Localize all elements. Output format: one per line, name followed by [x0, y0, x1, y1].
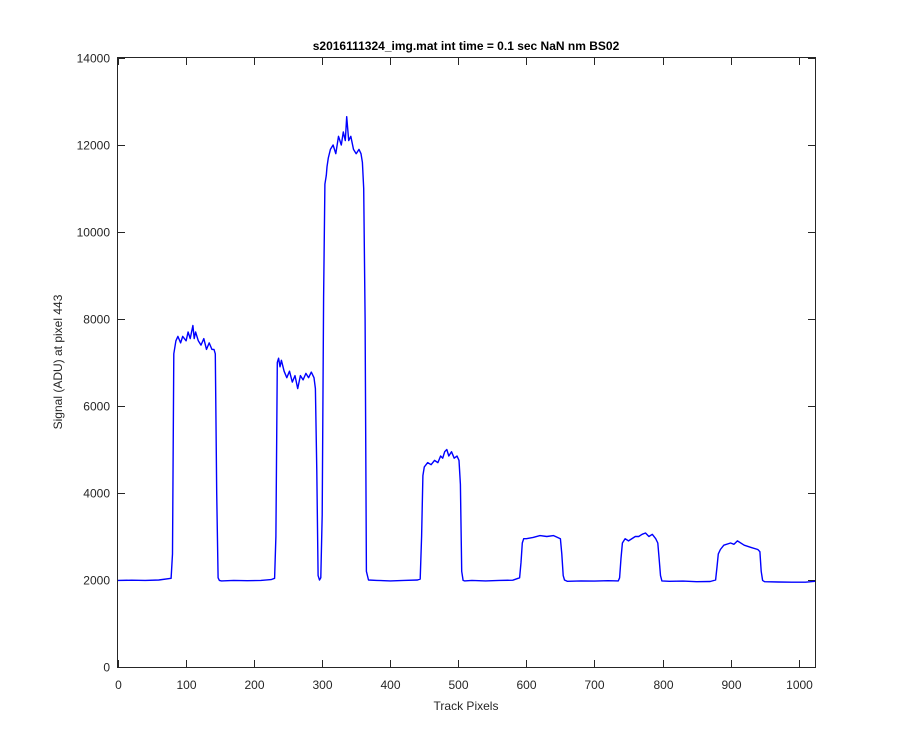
- x-tick-label: 0: [115, 678, 122, 692]
- y-tick-label: 2000: [83, 574, 110, 588]
- signal-series-line: [117, 115, 816, 583]
- y-tick-label: 8000: [83, 313, 110, 327]
- chart-title: s2016111324_img.mat int time = 0.1 sec N…: [313, 39, 620, 53]
- x-tick-label: 1000: [786, 678, 813, 692]
- y-axis-title: Signal (ADU) at pixel 443: [51, 294, 65, 429]
- tick-labels: 0 100 200 300 400 500 600 700 800 900 100002000400…: [77, 52, 814, 693]
- x-tick-label: 700: [584, 678, 604, 692]
- axes-box: [117, 57, 816, 668]
- y-tick-label: 14000: [77, 52, 111, 66]
- x-tick-label: 900: [721, 678, 741, 692]
- x-tick-label: 400: [380, 678, 400, 692]
- y-tick-label: 6000: [83, 400, 110, 414]
- x-axis-title: Track Pixels: [434, 699, 499, 713]
- x-tick-label: 200: [244, 678, 264, 692]
- x-tick-label: 500: [448, 678, 468, 692]
- x-tick-label: 800: [653, 678, 673, 692]
- y-tick-label: 0: [103, 661, 110, 675]
- x-tick-label: 600: [516, 678, 536, 692]
- x-tick-label: 100: [176, 678, 196, 692]
- tick-marks: [118, 58, 815, 668]
- y-tick-label: 12000: [77, 139, 111, 153]
- y-tick-label: 10000: [77, 226, 111, 240]
- y-tick-label: 4000: [83, 487, 110, 501]
- x-tick-label: 300: [312, 678, 332, 692]
